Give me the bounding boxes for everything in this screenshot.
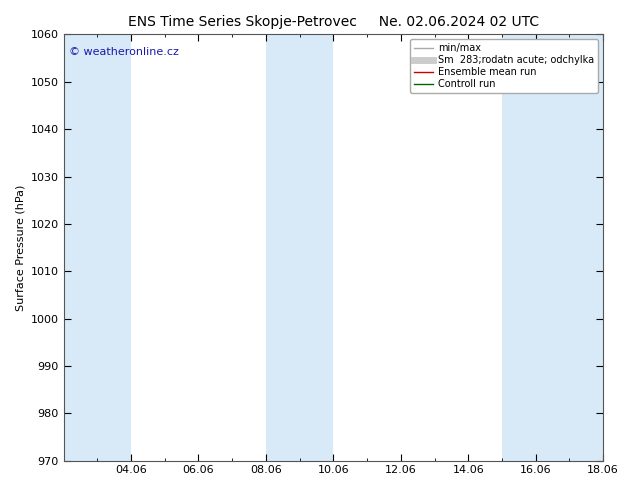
Bar [63, 34, 131, 461]
Text: © weatheronline.cz: © weatheronline.cz [69, 47, 179, 57]
Y-axis label: Surface Pressure (hPa): Surface Pressure (hPa) [15, 184, 25, 311]
Bar [266, 34, 333, 461]
Bar [502, 34, 603, 461]
Legend: min/max, Sm  283;rodatn acute; odchylka, Ensemble mean run, Controll run: min/max, Sm 283;rodatn acute; odchylka, … [410, 39, 598, 93]
Title: ENS Time Series Skopje-Petrovec     Ne. 02.06.2024 02 UTC: ENS Time Series Skopje-Petrovec Ne. 02.0… [128, 15, 539, 29]
